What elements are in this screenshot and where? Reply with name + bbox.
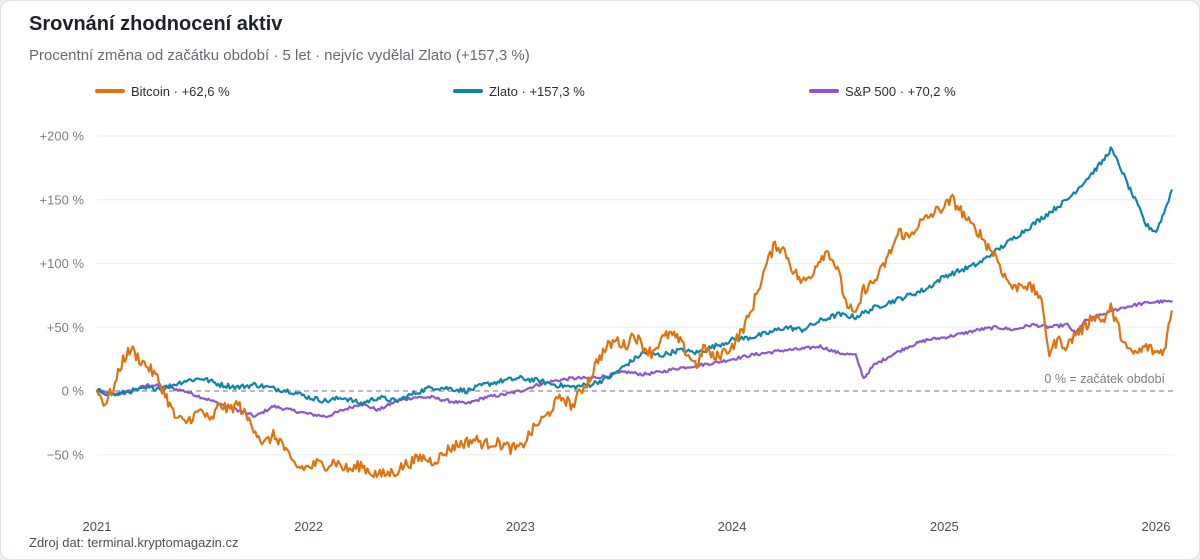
y-tick-label: +150 % [40,192,85,207]
y-tick-label: 0 % [62,384,85,399]
y-tick-label: −50 % [47,447,85,462]
y-tick-label: +50 % [47,320,85,335]
x-tick-label: 2021 [83,519,112,534]
chart-subtitle: Procentní změna od začátku období · 5 le… [29,47,530,64]
data-source: Zdroj dat: terminal.kryptomagazin.cz [29,535,239,550]
legend-item-bitcoin[interactable]: Bitcoin · +62,6 % [95,82,230,100]
x-tick-label: 2022 [294,519,323,534]
legend-swatch-sp500 [809,89,839,93]
chart-title: Srovnání zhodnocení aktiv [29,13,283,35]
x-tick-label: 2023 [506,519,535,534]
y-tick-label: +100 % [40,256,85,271]
legend-label-bitcoin: Bitcoin · +62,6 % [131,83,230,99]
series-line-bitcoin [95,193,1173,479]
legend-swatch-bitcoin [95,89,125,93]
x-tick-label: 2026 [1142,519,1171,534]
series-line-zlato [95,146,1173,406]
legend-item-zlato[interactable]: Zlato · +157,3 % [453,82,585,100]
x-tick-label: 2024 [718,519,747,534]
baseline-annotation: 0 % = začátek období [1044,372,1165,386]
legend-label-sp500: S&P 500 · +70,2 % [845,83,956,99]
legend-swatch-zlato [453,89,483,93]
series-line-s-p-500 [95,299,1173,418]
x-tick-label: 2025 [930,519,959,534]
legend-label-zlato: Zlato · +157,3 % [489,83,585,99]
y-tick-label: +200 % [40,129,85,144]
legend-item-sp500[interactable]: S&P 500 · +70,2 % [809,82,956,100]
